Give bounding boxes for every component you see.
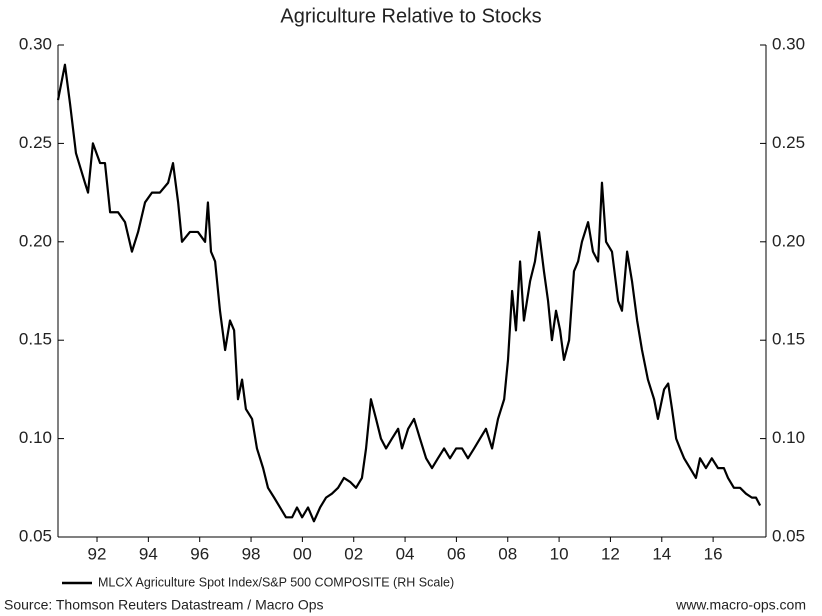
x-tick-label: 12 [601, 544, 620, 563]
x-tick-label: 10 [550, 544, 569, 563]
chart-title: Agriculture Relative to Stocks [280, 5, 541, 27]
data-line [56, 63, 762, 523]
y-tick-label: 0.10 [19, 428, 52, 447]
y2-tick-label: 0.30 [772, 34, 805, 53]
y2-tick-label: 0.15 [772, 330, 805, 349]
legend-label: MLCX Agriculture Spot Index/S&P 500 COMP… [98, 575, 454, 589]
y-tick-label: 0.05 [19, 526, 52, 545]
y-tick-label: 0.30 [19, 34, 52, 53]
x-tick-label: 06 [447, 544, 466, 563]
x-tick-label: 16 [704, 544, 723, 563]
y-tick-label: 0.20 [19, 231, 52, 250]
x-tick-label: 98 [242, 544, 261, 563]
y2-tick-label: 0.20 [772, 231, 805, 250]
x-tick-label: 92 [88, 544, 107, 563]
x-tick-label: 14 [652, 544, 671, 563]
y-tick-label: 0.15 [19, 330, 52, 349]
x-tick-label: 96 [190, 544, 209, 563]
y2-tick-label: 0.25 [772, 133, 805, 152]
x-tick-label: 94 [139, 544, 158, 563]
x-tick-label: 00 [293, 544, 312, 563]
x-tick-label: 08 [498, 544, 517, 563]
y2-tick-label: 0.10 [772, 428, 805, 447]
x-tick-label: 04 [396, 544, 415, 563]
source: Source: Thomson Reuters Datastream / Mac… [4, 597, 324, 613]
y2-tick-label: 0.05 [772, 526, 805, 545]
website: www.macro-ops.com [675, 597, 806, 613]
x-tick-label: 02 [344, 544, 363, 563]
y-tick-label: 0.25 [19, 133, 52, 152]
